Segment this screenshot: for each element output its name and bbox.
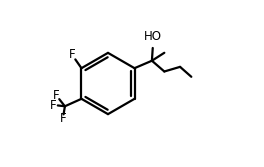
Text: F: F [50, 99, 57, 112]
Text: F: F [69, 48, 76, 61]
Text: F: F [53, 89, 60, 102]
Text: HO: HO [144, 30, 162, 43]
Text: F: F [60, 112, 67, 125]
